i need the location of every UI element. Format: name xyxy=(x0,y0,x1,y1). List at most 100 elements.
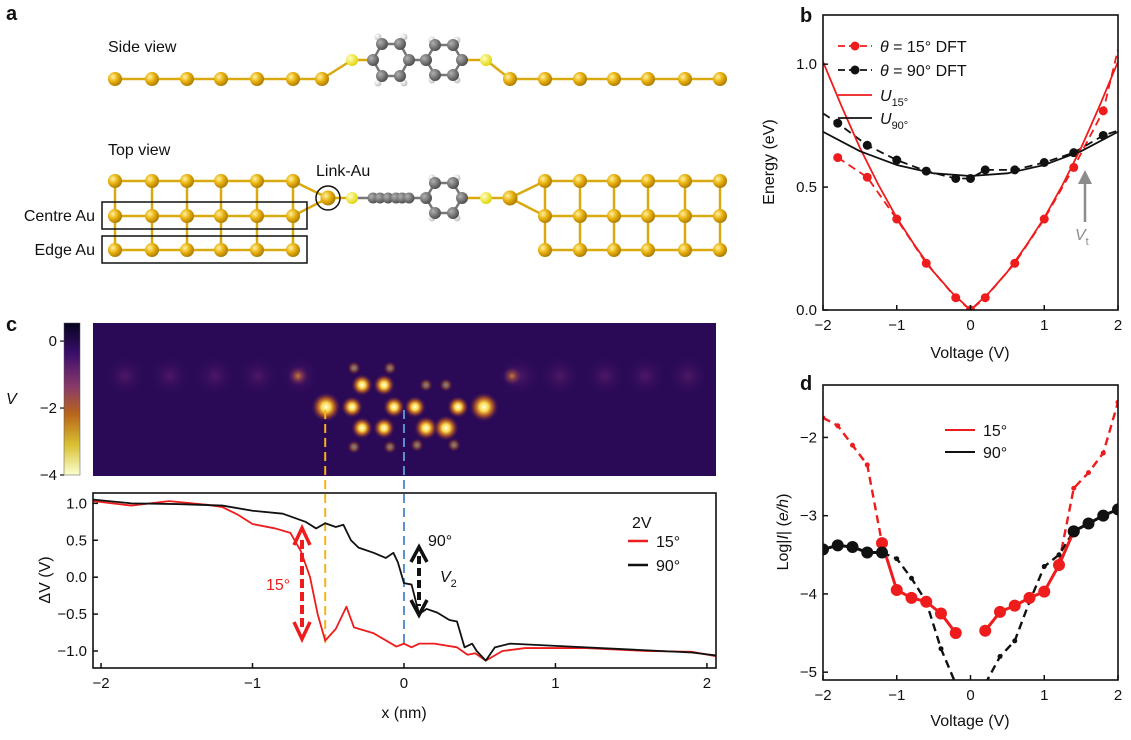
sulfur-atom xyxy=(346,192,358,204)
faint-au-blob xyxy=(625,356,665,396)
gold-atom xyxy=(607,243,621,257)
hydrogen-blob xyxy=(410,438,424,452)
y-tick-label: −5 xyxy=(800,664,817,681)
carbon-atom xyxy=(420,54,432,66)
carbon-atom xyxy=(376,38,388,50)
data-point xyxy=(864,462,870,468)
data-point xyxy=(1012,638,1018,644)
carbon-atom xyxy=(403,54,415,66)
link-au-blob xyxy=(502,366,522,386)
data-point xyxy=(979,624,992,637)
vt-arrow-head xyxy=(1078,170,1092,184)
data-point xyxy=(1097,509,1110,522)
side-view-label: Side view xyxy=(108,39,177,56)
x-axis-label: x (nm) xyxy=(381,705,426,722)
vt-label: Vt xyxy=(1075,227,1089,248)
legend: θ = 15° DFT θ = 90° DFT U15°U 90° xyxy=(838,39,967,132)
gold-atom xyxy=(641,174,655,188)
data-point xyxy=(1112,503,1118,516)
data-point xyxy=(980,165,990,175)
x-axis-label: Voltage (V) xyxy=(930,713,1009,730)
data-point xyxy=(831,539,844,552)
legend-marker xyxy=(850,41,860,51)
x-tick-label: −1 xyxy=(244,675,261,692)
gold-atom xyxy=(713,174,727,188)
gold-atom xyxy=(678,174,692,188)
gold-atom xyxy=(538,243,552,257)
data-point xyxy=(997,654,1003,660)
legend-subscript: 90° xyxy=(892,120,909,132)
faint-au-blob xyxy=(105,356,145,396)
atom-potential-blob xyxy=(373,374,395,396)
carbon-atom xyxy=(394,38,406,50)
series-line xyxy=(93,500,716,662)
atom-potential-blob xyxy=(351,374,373,396)
carbon-atom xyxy=(367,54,379,66)
gold-atom xyxy=(641,72,655,86)
x-tick-label: 0 xyxy=(966,317,974,334)
gold-atom xyxy=(503,72,517,86)
legend-label: θ = 90° DFT xyxy=(880,63,967,80)
data-point xyxy=(1008,599,1021,612)
data-point xyxy=(1038,585,1051,598)
gold-atom xyxy=(286,243,300,257)
colorbar xyxy=(63,322,81,476)
legend-label: θ = 15° DFT xyxy=(880,39,967,56)
data-point xyxy=(1041,564,1047,570)
hydrogen-blob xyxy=(347,440,361,454)
carbon-atom xyxy=(447,39,459,51)
gold-atom xyxy=(108,174,122,188)
link-au-circle xyxy=(315,185,341,211)
atom-potential-blob xyxy=(383,396,405,418)
faint-au-blob xyxy=(668,356,708,396)
legend-symbol: U xyxy=(880,88,892,105)
y-tick-label: 0.5 xyxy=(66,532,87,549)
gold-atom xyxy=(108,209,122,223)
gold-atom xyxy=(250,209,264,223)
gold-atom xyxy=(641,209,655,223)
colorbar-tick-label: −4 xyxy=(40,467,57,484)
gold-atom xyxy=(108,72,122,86)
y-tick-label: 0.5 xyxy=(796,179,817,196)
colorbar-tick-label: −2 xyxy=(40,400,57,417)
hydrogen-blob xyxy=(447,438,461,452)
carbon-atom xyxy=(374,192,386,204)
data-point xyxy=(905,591,918,604)
log-current-vs-voltage-chart: −2 −1 0 1 2 −2 −3 −4 −5 Voltage (V) Log|I| (e/h)… xyxy=(775,384,1122,730)
y-tick-label: 0.0 xyxy=(796,302,817,319)
x-tick-label: −2 xyxy=(814,317,831,334)
panel-label-b: b xyxy=(800,5,812,27)
data-point xyxy=(938,646,944,652)
gold-atom xyxy=(678,72,692,86)
data-point xyxy=(994,605,1006,618)
data-point xyxy=(846,540,859,553)
data-point xyxy=(935,607,947,620)
gold-atom xyxy=(315,72,329,86)
faint-au-blob xyxy=(585,356,625,396)
hydrogen-blob xyxy=(439,378,453,392)
centre-au-label: Centre Au xyxy=(24,208,95,225)
heatmap-background xyxy=(93,323,716,476)
faint-au-blob xyxy=(195,356,235,396)
energy-vs-voltage-chart: −2 −1 0 1 2 0.0 0.5 1.0 Voltage (V) Energy (eV)… xyxy=(761,14,1122,362)
carbon-atom xyxy=(382,192,394,204)
gold-atom xyxy=(250,72,264,86)
gold-atom xyxy=(250,174,264,188)
data-point xyxy=(850,442,855,448)
data-point xyxy=(876,546,888,559)
gold-atom xyxy=(214,72,228,86)
data-point xyxy=(909,575,914,581)
atom-potential-blob xyxy=(351,417,373,439)
gold-atom xyxy=(145,209,159,223)
data-point xyxy=(1086,470,1091,476)
data-point xyxy=(862,172,872,182)
legend-label: U15° xyxy=(880,88,908,109)
data-point xyxy=(949,627,962,640)
hydrogen-blob xyxy=(419,378,433,392)
carbon-atom xyxy=(456,192,468,204)
data-point xyxy=(833,118,843,128)
faint-au-blob xyxy=(540,356,580,396)
gold-atom xyxy=(641,243,655,257)
panel-label-c: c xyxy=(6,314,17,336)
x-tick-label: 1 xyxy=(1040,317,1048,334)
